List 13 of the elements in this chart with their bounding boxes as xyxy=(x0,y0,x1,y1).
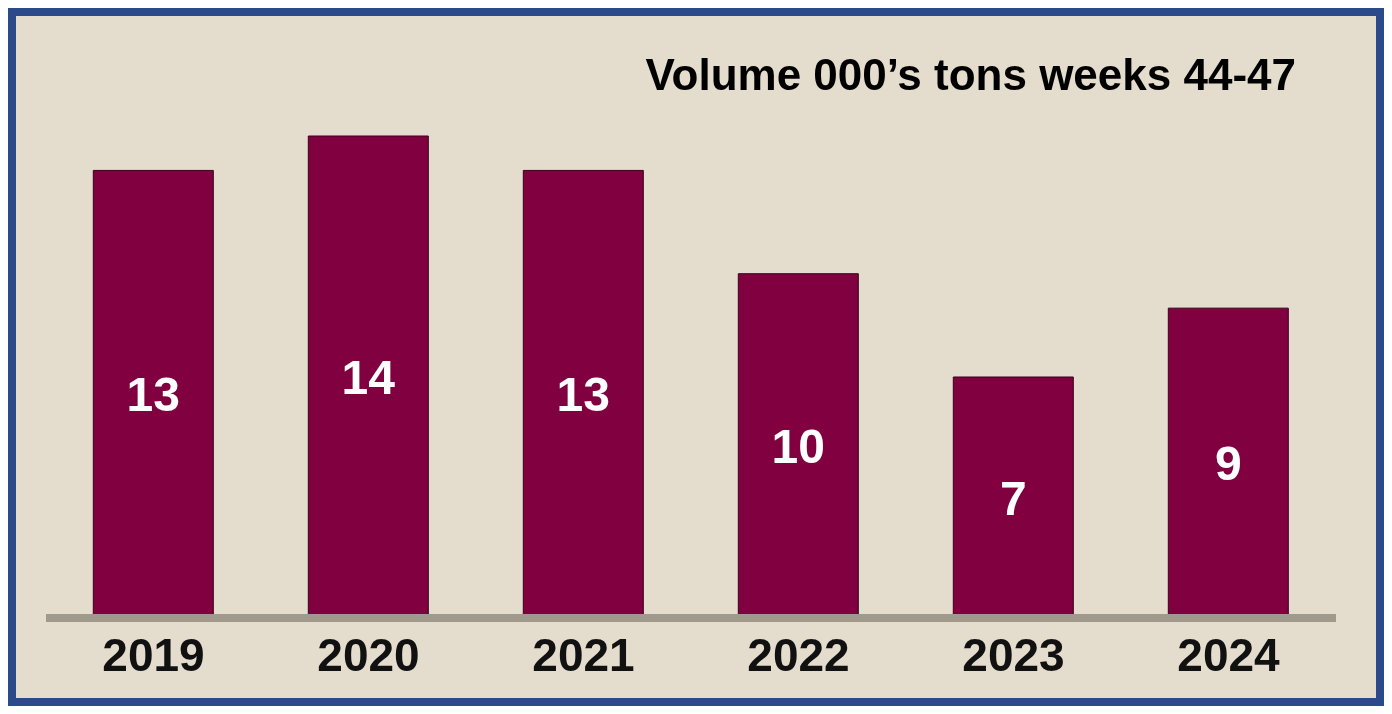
data-label: 10 xyxy=(771,419,825,473)
x-tick-label: 2019 xyxy=(102,628,205,681)
data-label: 7 xyxy=(999,471,1027,525)
chart-title: Volume 000’s tons weeks 44-47 xyxy=(645,50,1296,100)
x-tick-label: 2022 xyxy=(747,628,850,681)
data-label: 9 xyxy=(1214,437,1242,491)
x-tick-label: 2023 xyxy=(962,628,1065,681)
x-tick-label: 2021 xyxy=(532,628,635,681)
data-label: 14 xyxy=(341,351,396,405)
x-tick-label: 2020 xyxy=(317,628,420,681)
data-label: 13 xyxy=(126,368,180,422)
data-label: 13 xyxy=(556,368,610,422)
x-tick-label: 2024 xyxy=(1177,628,1281,681)
